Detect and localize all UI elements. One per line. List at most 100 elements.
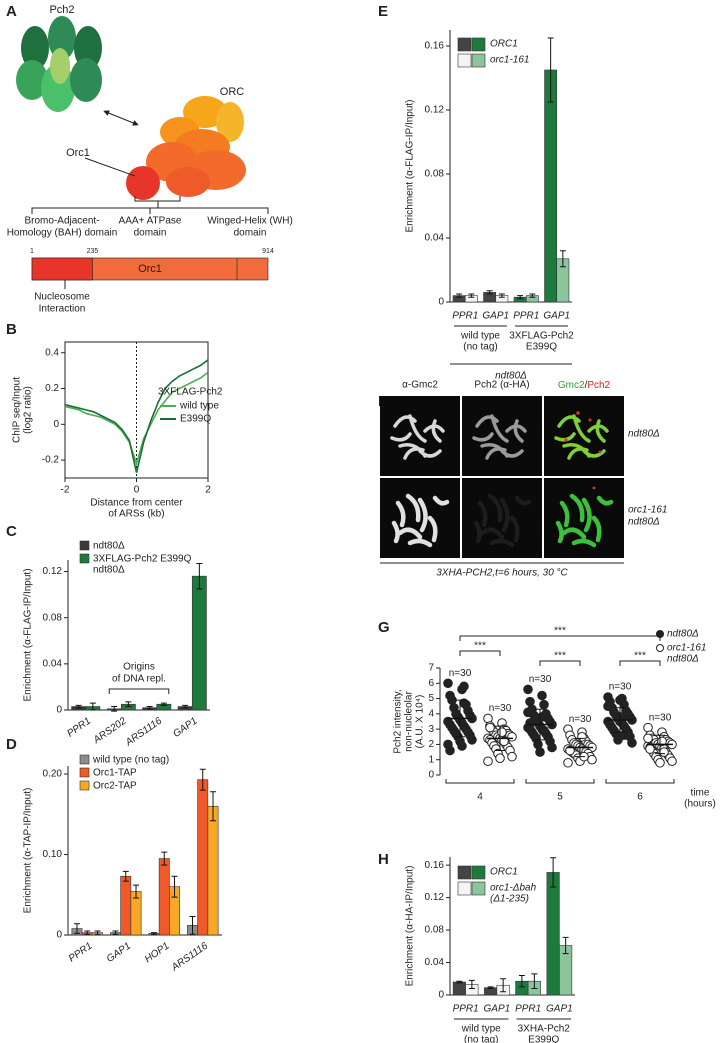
data-point xyxy=(605,719,615,730)
significance-label: *** xyxy=(554,651,566,662)
bar xyxy=(544,69,558,303)
data-point xyxy=(565,745,575,756)
header-part: / xyxy=(585,380,588,391)
y-tick-label: 0.16 xyxy=(425,860,445,871)
data-point xyxy=(467,735,477,745)
error-bar xyxy=(468,293,475,298)
data-point xyxy=(485,722,495,733)
y-tick-label: 0.08 xyxy=(425,169,445,180)
n-label: n=30 xyxy=(449,668,472,679)
x-tick-label: PPR1 xyxy=(452,311,478,322)
residue-number: 914 xyxy=(262,248,274,255)
error-bar xyxy=(550,857,557,888)
x-tick-label: GAP1 xyxy=(482,311,509,322)
y-tick-label: 7 xyxy=(428,663,434,674)
row-label: orc1-161 xyxy=(628,505,667,516)
x-tick-label: PPR1 xyxy=(67,941,95,965)
y-tick-label: 0.4 xyxy=(45,347,59,358)
error-bar xyxy=(486,290,493,295)
group-label: 3XHA-Pch2 xyxy=(518,1024,571,1035)
panel-letter: G xyxy=(378,619,390,636)
legend-swatch xyxy=(457,865,472,880)
y-tick-label: -0.2 xyxy=(42,455,60,466)
x-tick-label: PPR1 xyxy=(515,1004,541,1015)
legend-label: orc1-Δbah xyxy=(490,883,537,894)
panel-letter: C xyxy=(6,523,17,540)
y-axis-label: (log2 ratio) xyxy=(23,386,34,434)
data-point xyxy=(443,678,453,689)
legend-label: Orc1-TAP xyxy=(93,768,137,779)
legend-swatch xyxy=(457,881,472,896)
n-label: n=30 xyxy=(609,682,632,693)
legend-swatch xyxy=(79,767,90,778)
x-axis-label: time xyxy=(691,788,710,799)
significance-bracket xyxy=(459,650,501,656)
panel-a: A Pch2 ORC Orc1 Bromo-Adjacent- Homology… xyxy=(6,3,293,315)
subunit-label: Orc1 xyxy=(66,147,90,159)
error-bar xyxy=(133,884,140,899)
data-point xyxy=(577,731,587,742)
row-label: ndt80Δ xyxy=(628,429,660,440)
data-point xyxy=(615,695,625,705)
group-label: E399Q xyxy=(526,342,557,353)
error-bar xyxy=(160,702,167,706)
legend-label: ndt80Δ xyxy=(667,629,699,640)
significance-bracket xyxy=(619,660,661,666)
data-point xyxy=(627,738,637,748)
bar xyxy=(120,875,132,936)
legend-label: 3XFLAG-Pch2 E399Q xyxy=(93,554,192,565)
y-axis-label: Enrichment (α-FLAG-IP/Input) xyxy=(405,99,416,232)
legend-label: (Δ1-235) xyxy=(490,894,529,905)
bar xyxy=(546,872,560,996)
y-tick-label: 0.10 xyxy=(43,849,63,860)
x-tick-label: ARS1116 xyxy=(123,715,164,749)
group-rule xyxy=(605,779,675,784)
error-bar xyxy=(150,932,157,935)
pch2-hexamer xyxy=(16,16,102,112)
y-tick-label: 0.12 xyxy=(43,566,63,577)
error-bar xyxy=(518,975,525,988)
significance-label: *** xyxy=(474,641,486,652)
data-point xyxy=(539,725,549,736)
error-bar xyxy=(125,701,132,708)
y-axis-label: Enrichment (α-FLAG-IP/Input) xyxy=(23,568,34,701)
x-axis-label: of ARSs (kb) xyxy=(108,509,164,520)
sd-bar xyxy=(615,707,625,733)
error-bar xyxy=(559,250,566,268)
legend-swatch xyxy=(79,540,90,551)
data-point xyxy=(497,727,507,738)
error-bar xyxy=(122,870,129,882)
caption: 3XHA-PCH2,t=6 hours, 30 °C xyxy=(436,568,568,579)
data-point xyxy=(445,745,455,756)
legend-swatch xyxy=(471,37,486,52)
data-point xyxy=(523,684,533,695)
series-line xyxy=(64,371,209,467)
error-bar xyxy=(487,986,494,990)
arrow xyxy=(103,110,139,126)
error-bar xyxy=(161,851,168,866)
x-axis-label: (hours) xyxy=(684,799,716,810)
error-bar xyxy=(112,930,119,935)
x-tick-label: PPR1 xyxy=(65,716,93,740)
y-tick-label: 0 xyxy=(438,297,444,308)
legend-label: ndt80Δ xyxy=(667,654,699,665)
data-point xyxy=(507,731,517,742)
y-tick-label: 1 xyxy=(428,754,434,765)
bracket xyxy=(31,196,269,214)
domain-bar-label: Orc1 xyxy=(138,263,162,275)
legend-label: ORC1 xyxy=(490,867,518,878)
bar xyxy=(197,779,209,936)
error-bar xyxy=(468,979,475,990)
interaction-label: Interaction xyxy=(39,304,86,315)
y-tick-label: 2 xyxy=(428,739,434,750)
legend-swatch xyxy=(471,881,486,896)
bar xyxy=(191,575,207,711)
data-point xyxy=(587,754,597,765)
group-label: wild type xyxy=(461,1024,501,1035)
error-bar xyxy=(182,704,189,709)
pointer xyxy=(84,157,136,177)
domain-label: Bromo-Adjacent- xyxy=(24,216,99,227)
data-point xyxy=(619,730,629,741)
n-label: n=30 xyxy=(489,703,512,714)
panel-letter: E xyxy=(378,3,388,20)
